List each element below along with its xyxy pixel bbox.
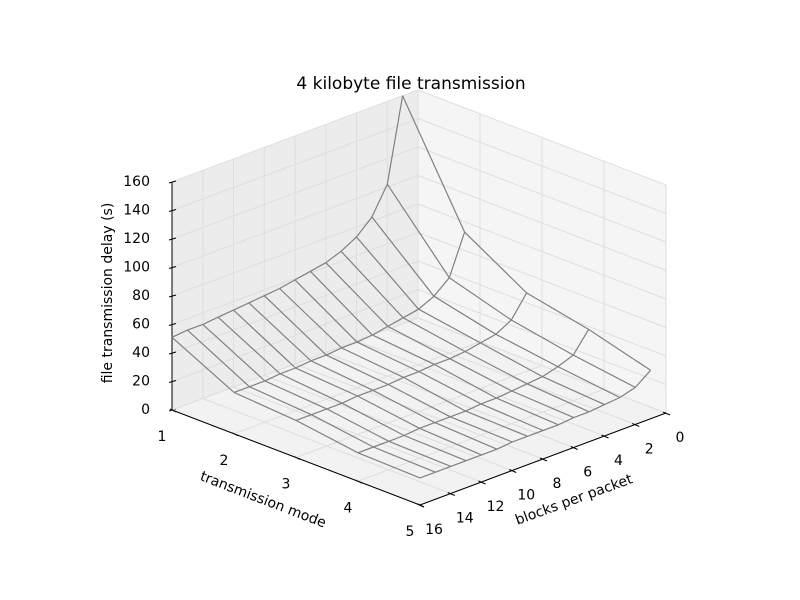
wire-line xyxy=(279,288,528,437)
x-tick-label: 1 xyxy=(158,429,167,445)
axis-line xyxy=(171,409,421,506)
y-tick-label: 16 xyxy=(425,522,443,538)
wire-line xyxy=(233,309,482,456)
tick-mark xyxy=(478,480,486,485)
wire-line xyxy=(340,250,590,413)
y-tick-label: 4 xyxy=(614,453,623,469)
grid-line xyxy=(294,363,544,460)
x-tick-label: 4 xyxy=(344,500,353,516)
y-tick-label: 6 xyxy=(583,465,592,481)
wire-line xyxy=(295,292,528,421)
wire-line xyxy=(248,302,498,450)
z-tick-label: 0 xyxy=(141,402,150,418)
x-tick-label: 2 xyxy=(220,453,229,469)
z-axis-label: file transmission delay (s) xyxy=(100,203,116,384)
wire-line xyxy=(371,216,621,399)
y-tick-label: 8 xyxy=(553,476,562,492)
tick-mark xyxy=(539,457,548,462)
tick-mark xyxy=(601,434,609,439)
wire-line xyxy=(356,236,605,406)
wire-line xyxy=(233,231,466,393)
y-tick-label: 12 xyxy=(487,499,505,515)
z-tick-label: 140 xyxy=(123,203,150,219)
grid-line xyxy=(387,329,636,425)
z-tick-label: 160 xyxy=(123,174,150,190)
z-tick-label: 120 xyxy=(123,231,150,247)
axis-line xyxy=(419,412,667,506)
y-tick-label: 0 xyxy=(676,430,685,446)
wire-line xyxy=(294,279,544,432)
wire-line xyxy=(186,329,436,473)
y-tick-label: 14 xyxy=(456,511,474,527)
wire-line xyxy=(402,95,651,371)
wire-line xyxy=(309,270,559,426)
z-tick-label: 100 xyxy=(123,260,150,276)
z-tick-label: 40 xyxy=(132,345,150,361)
wire-line xyxy=(357,329,590,454)
tick-mark xyxy=(509,469,517,473)
tick-mark xyxy=(662,411,671,416)
wire-line xyxy=(386,183,636,388)
y-tick-label: 2 xyxy=(645,442,654,458)
x-tick-label: 5 xyxy=(406,524,415,540)
grid-line xyxy=(264,375,513,471)
chart-title: 4 kilobyte file transmission xyxy=(296,74,525,94)
grid-line xyxy=(202,398,451,494)
grid-line xyxy=(325,352,574,448)
wire-line xyxy=(202,323,452,467)
wire-line xyxy=(419,369,652,479)
wire-line xyxy=(263,295,513,443)
z-tick-label: 80 xyxy=(132,288,150,304)
tick-mark xyxy=(632,423,640,427)
wire-line xyxy=(217,316,467,462)
x-tick-label: 3 xyxy=(282,477,291,493)
grid-line xyxy=(356,340,605,437)
z-tick-label: 20 xyxy=(132,374,150,390)
x-axis-label: transmission mode xyxy=(198,469,328,532)
tick-mark xyxy=(447,492,455,496)
y-tick-label: 10 xyxy=(517,488,535,504)
wire-line xyxy=(325,262,575,419)
wire-line xyxy=(171,336,421,479)
z-tick-label: 60 xyxy=(132,317,150,333)
grid-line xyxy=(233,386,482,483)
grid-line xyxy=(417,317,667,414)
tick-mark xyxy=(570,446,578,450)
wire-line xyxy=(171,95,404,338)
